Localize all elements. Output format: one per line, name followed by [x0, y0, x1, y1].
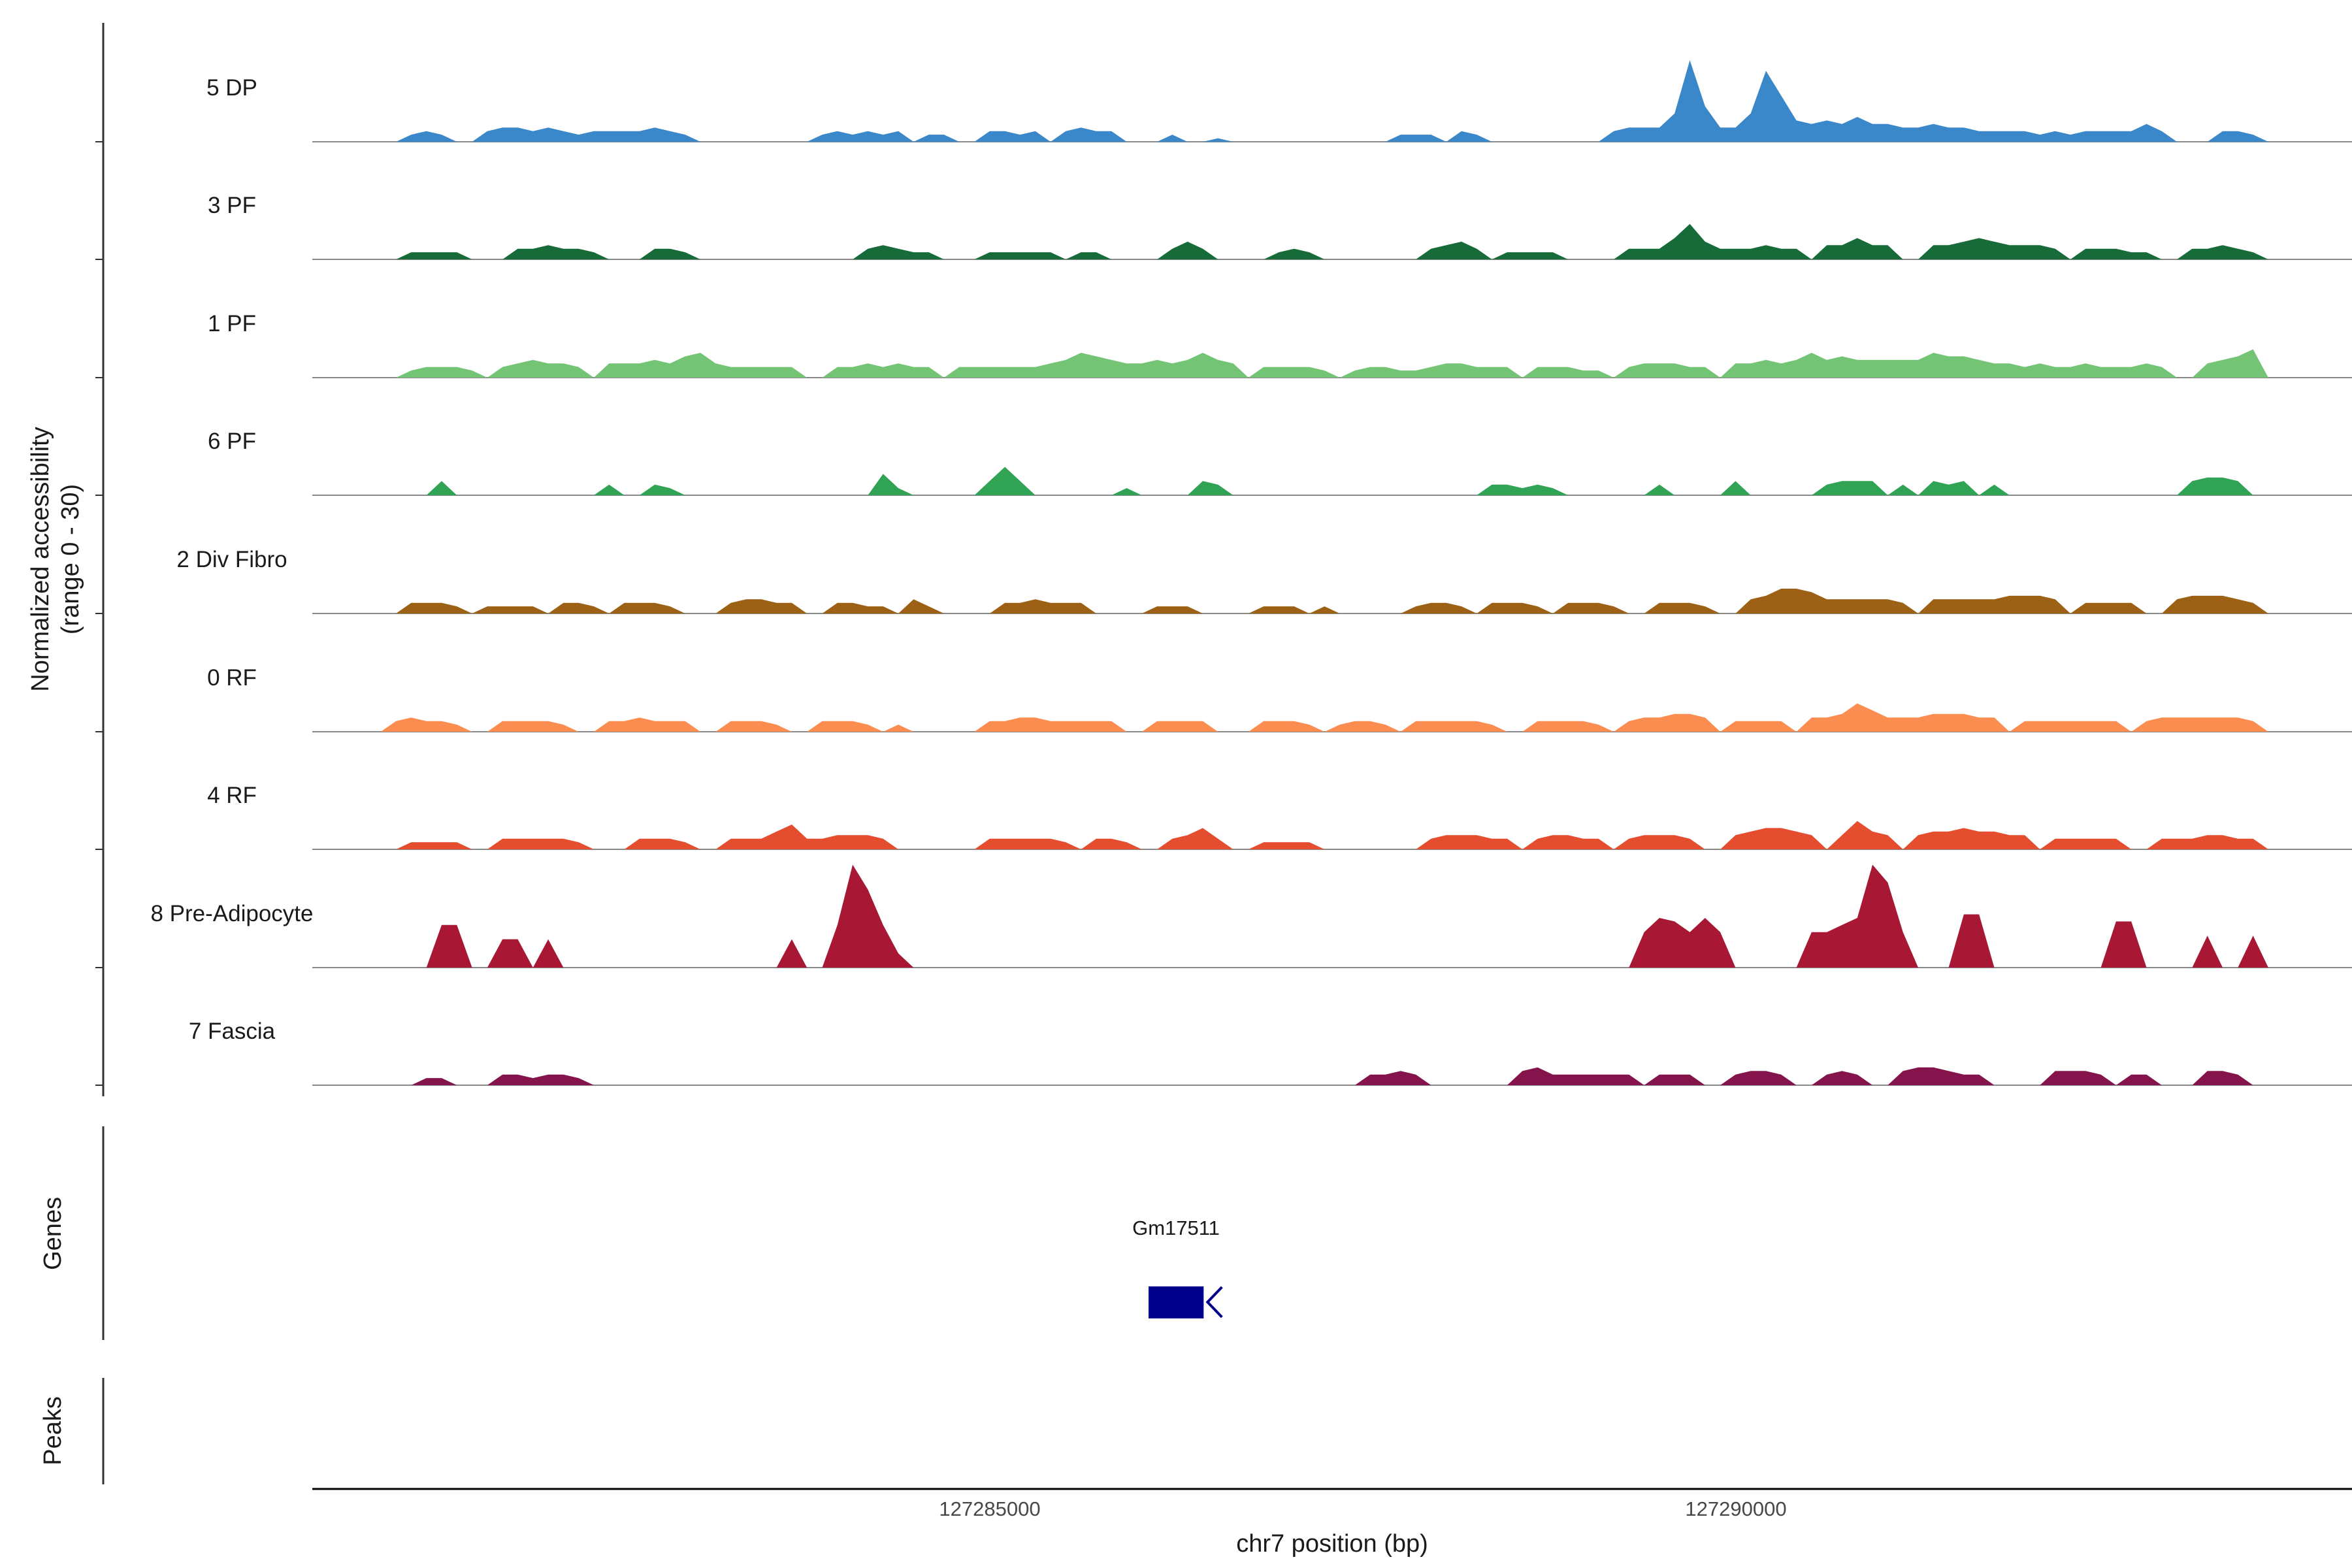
x-axis-title: chr7 position (bp) [1236, 1530, 1428, 1558]
x-tick-label-127285000: 127285000 [939, 1497, 1041, 1520]
track-signal-4-rf [312, 821, 2352, 849]
track-label-1-pf: 1 PF [208, 311, 256, 336]
track-label-0-rf: 0 RF [207, 665, 257, 691]
track-signal-7-fascia [312, 1067, 2352, 1085]
track-signal-0-rf [312, 703, 2352, 732]
genes-section-label: Genes [39, 1197, 67, 1270]
gene-strand-arrow-icon [1205, 1286, 1223, 1318]
gene-body [1149, 1286, 1204, 1318]
track-label-5-dp: 5 DP [206, 75, 257, 101]
track-signal-8-pre-adipocyte [312, 864, 2352, 968]
track-label-6-pf: 6 PF [208, 429, 256, 454]
track-signal-1-pf [312, 349, 2352, 378]
track-label-8-pre-adipocyte: 8 Pre-Adipocyte [150, 901, 314, 926]
track-label-4-rf: 4 RF [207, 783, 257, 808]
track-signal-2-div-fibro [312, 589, 2352, 613]
track-label-3-pf: 3 PF [208, 193, 256, 218]
track-signal-3-pf [312, 223, 2352, 259]
track-label-7-fascia: 7 Fascia [188, 1019, 276, 1044]
peaks-section-label: Peaks [39, 1396, 67, 1465]
track-label-2-div-fibro: 2 Div Fibro [176, 547, 287, 572]
x-tick-label-127290000: 127290000 [1685, 1497, 1787, 1520]
gene-label: Gm17511 [1132, 1217, 1220, 1239]
y-axis-label: Normalized accessibility (range 0 - 30) [26, 331, 89, 788]
y-axis-label-line2: (range 0 - 30) [56, 483, 84, 635]
y-axis-label-line1: Normalized accessibility [27, 427, 54, 692]
track-signal-5-dp [312, 60, 2352, 142]
track-signal-6-pf [312, 466, 2352, 495]
